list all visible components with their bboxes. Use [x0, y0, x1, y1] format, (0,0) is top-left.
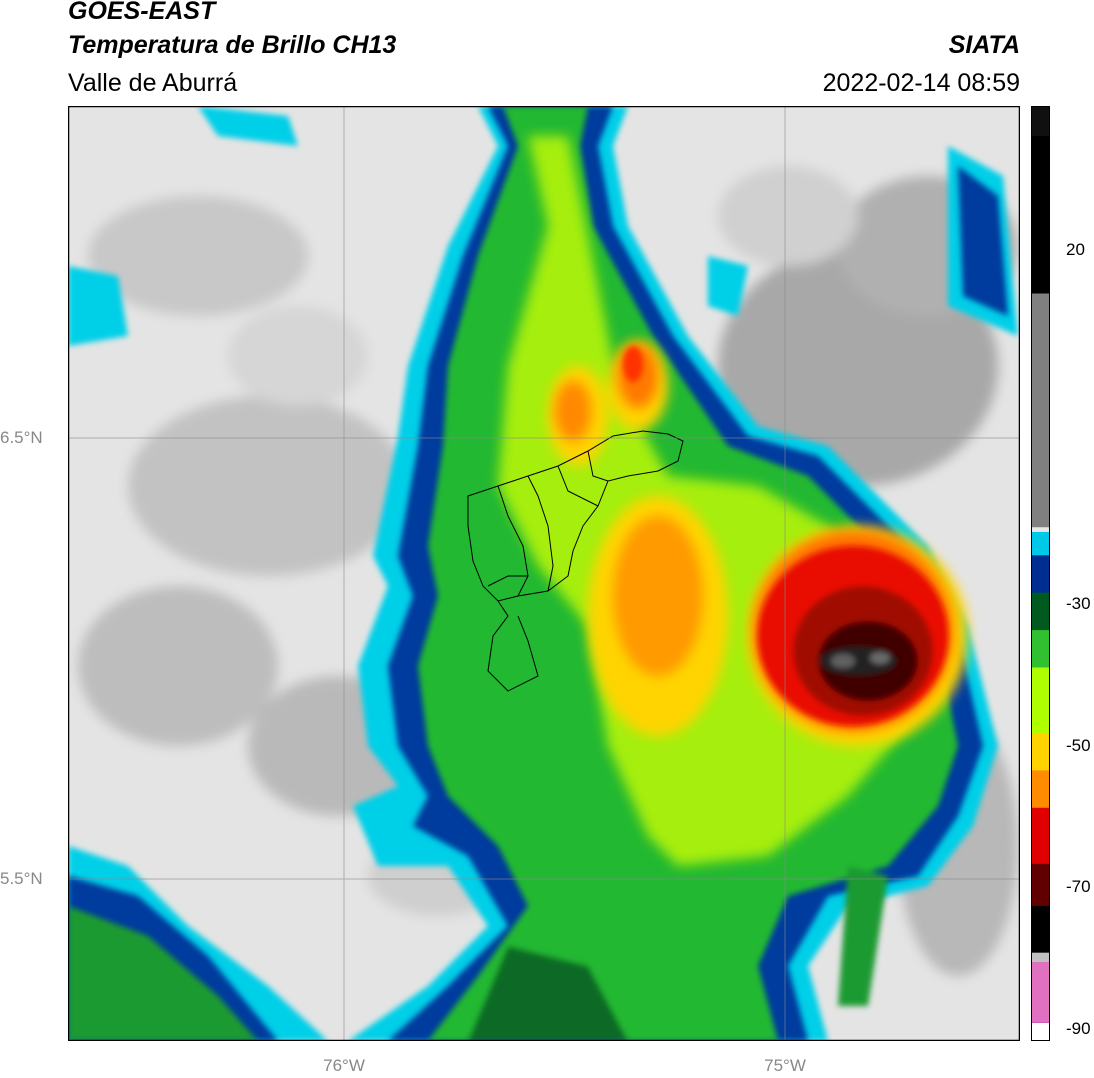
colorbar-band [1031, 629, 1050, 668]
colorbar-tick-minus50: -50 [1066, 736, 1091, 755]
colorbar-tick-minus30: -30 [1066, 594, 1091, 613]
colorbar-band [1031, 106, 1050, 294]
storm-core-east [623, 346, 948, 726]
colorbar-band-top [1031, 106, 1050, 136]
title-line2: Temperatura de Brillo CH13 [68, 31, 397, 59]
colorbar-band-bottom [1031, 1023, 1050, 1041]
colorbar-band [1031, 952, 1050, 963]
lon-label-75w: 75°W [764, 1056, 806, 1075]
lat-label-6-5: 6.5°N [0, 428, 43, 447]
graticule [68, 106, 1020, 1041]
satellite-map[interactable] [68, 106, 1020, 1041]
colorbar-band [1031, 905, 1050, 953]
subtitle: Valle de Aburrá [68, 69, 238, 97]
colorbar-band [1031, 667, 1050, 733]
colorbar-tick-minus90: -90 [1066, 1019, 1091, 1038]
colorbar-band [1031, 732, 1050, 771]
colorbar-tick-minus70: -70 [1066, 877, 1091, 896]
colorbar-band [1031, 526, 1050, 532]
colorbar [1031, 106, 1050, 1041]
valle-de-aburra-municipal-boundaries [467, 430, 684, 692]
colorbar-band [1031, 554, 1050, 593]
map-frame [68, 106, 1020, 1041]
lat-label-5-5: 5.5°N [0, 869, 43, 888]
agency-label: SIATA [948, 31, 1020, 59]
colorbar-band [1031, 863, 1050, 906]
colorbar-band [1031, 961, 1050, 1023]
colorbar-band [1031, 293, 1050, 528]
datetime-label: 2022-02-14 08:59 [822, 69, 1020, 97]
colorbar-band [1031, 769, 1050, 808]
title-line1: GOES-EAST [68, 0, 216, 25]
colorbar-tick-20: 20 [1066, 240, 1085, 259]
colorbar-band [1031, 592, 1050, 631]
colorbar-band [1031, 807, 1050, 864]
lon-label-76w: 76°W [323, 1056, 365, 1075]
colorbar-band [1031, 531, 1050, 556]
